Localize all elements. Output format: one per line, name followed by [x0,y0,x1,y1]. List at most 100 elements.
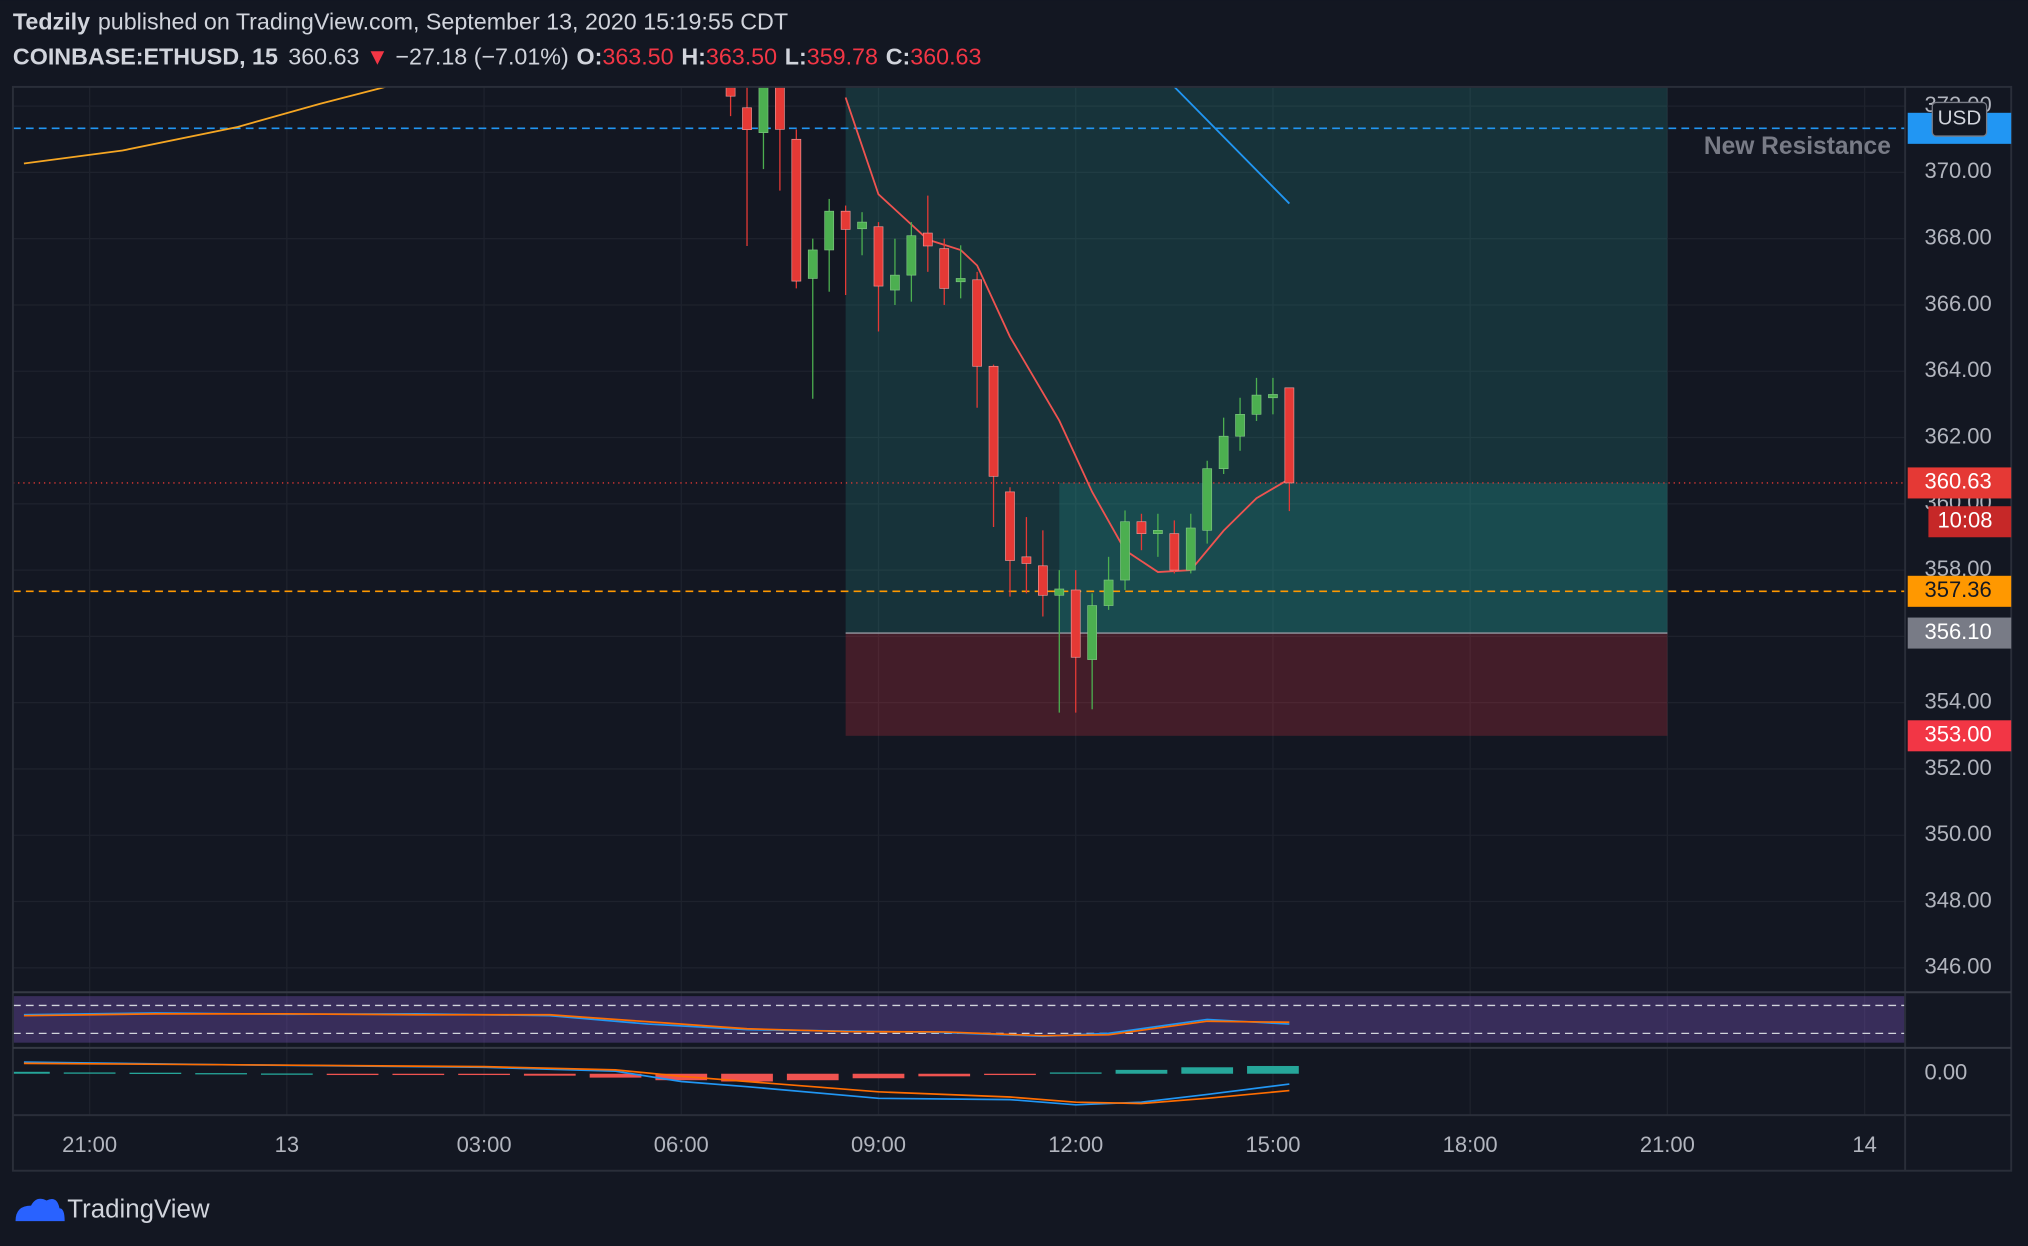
grid [12,86,1906,1116]
stop-label: 353.00 [1925,722,1992,747]
countdown: 10:08 [1937,508,1992,533]
overlay-line [844,97,1290,573]
histogram-bar [392,1073,445,1076]
brand: TradingView [67,1196,210,1224]
ohlc-value: 363.50 [706,44,777,70]
last-price-label: 360.63 [1925,469,1992,494]
histogram-bar [326,1073,379,1076]
stop-label-box [1907,720,2012,752]
last-price-label-box [1907,467,2012,499]
candle-body [1268,394,1278,399]
price-pane: New Resistance [12,86,1906,736]
x-tick-label: 12:00 [1048,1132,1103,1157]
candle-body [1021,556,1032,564]
x-tick-label: 15:00 [1245,1132,1300,1157]
annotation: New Resistance [1704,133,1891,160]
candle-body [906,235,917,276]
x-tick-label: 13 [275,1132,299,1157]
histogram-bar [12,1071,50,1074]
footer: TradingView [15,1196,210,1224]
x-tick-label: 21:00 [1640,1132,1695,1157]
candle-body [840,210,851,230]
histogram-bar [721,1073,773,1082]
ohlc-value: 363.50 [602,44,673,70]
logo [15,1198,65,1222]
x-tick-label: 18:00 [1443,1132,1498,1157]
histogram-bar [1181,1067,1234,1074]
stoch-band [12,996,1906,1043]
symbol: COINBASE:ETHUSD, 15 [13,44,278,70]
countdown-box [1928,506,2012,538]
candle-body [791,138,802,282]
stoch-line [23,1013,1290,1037]
candle-body [1185,527,1196,571]
change: −27.18 (−7.01%) [395,44,568,70]
arrow: ▼ [366,44,389,70]
histogram-bar [852,1073,905,1079]
macd-line [23,1062,1290,1105]
candle-body [1087,605,1098,660]
candle-body [807,249,818,279]
histogram-bar [984,1073,1036,1076]
ohlc-key: C: [886,44,911,70]
x-tick-label: 06:00 [654,1132,709,1157]
level-label: 357.36 [1925,577,1992,602]
candle-body [1218,435,1229,470]
target-zone [845,86,1668,634]
candle-body [775,86,785,130]
indicator-panes [12,996,1906,1106]
histogram-bar [260,1073,313,1075]
candle-body [1202,468,1213,531]
candle-body [972,279,982,367]
histogram-bar [523,1073,576,1076]
candle-body [725,86,736,97]
published: published on TradingView.com, September … [98,9,788,35]
legend-line: COINBASE:ETHUSD, 15 360.63 ▼ −27.18 (−7.01%… [13,44,982,70]
candle-body [1235,414,1245,437]
histogram-bar [589,1073,642,1078]
candle-body [742,107,752,130]
candle-body [1037,565,1048,596]
y-tick-label: 364.00 [1925,357,1992,382]
ohlc-key: O: [577,44,603,70]
candle-body [824,210,835,251]
candle-body [988,365,999,477]
candle-body [1169,533,1180,571]
histogram-bar [458,1073,510,1076]
price: 360.63 [288,44,359,70]
histogram-bar [918,1073,971,1077]
x-tick-label: 21:00 [62,1132,117,1157]
histogram-bar [195,1073,247,1075]
candle-body [1054,588,1065,596]
ohlc-value: 359.78 [807,44,878,70]
overlay-line [1173,86,1291,205]
candle-body [955,278,966,283]
candle-body [758,86,769,133]
y-tick-label: 370.00 [1925,158,1992,183]
histogram-bar [63,1072,116,1074]
x-tick-label: 09:00 [851,1132,906,1157]
currency: USD [1938,107,1982,130]
candle-body [1103,579,1114,606]
y-tick-label: 348.00 [1925,887,1992,912]
level-label-box [1907,575,2012,607]
x-tick-label: 03:00 [457,1132,512,1157]
ohlc-key: H: [681,44,706,70]
candle-body [1153,530,1163,534]
y-tick-label: 352.00 [1925,755,1992,780]
candle-body [1136,521,1147,534]
candle-body [890,274,900,291]
y-tick-label: 346.00 [1925,954,1992,979]
candle-body [857,221,867,230]
candle-body [1251,394,1262,415]
stop-zone [845,633,1668,736]
x-tick-label: 14 [1852,1132,1876,1157]
histogram-bar [786,1073,839,1081]
histogram-bar [1247,1065,1299,1074]
ohlc-value: 360.63 [910,44,981,70]
candle-body [922,232,933,247]
y-tick-label: 0.00 [1925,1060,1968,1085]
histogram-bar [129,1072,182,1074]
candle-body [1120,521,1130,581]
